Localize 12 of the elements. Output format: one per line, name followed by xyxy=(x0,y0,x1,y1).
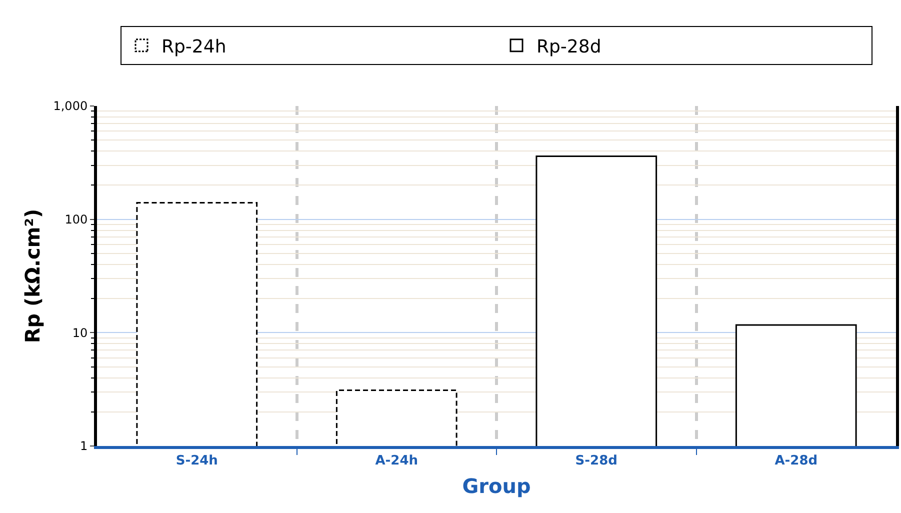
y-tick-label: 1 xyxy=(80,439,88,454)
y-tick-label: 10 xyxy=(72,326,88,340)
x-tick-label: S-24h xyxy=(176,454,218,469)
x-tick-label: A-24h xyxy=(375,454,418,469)
legend-label: Rp-24h xyxy=(162,36,226,58)
y-tick-label: 100 xyxy=(64,212,88,227)
x-tick-label: S-28d xyxy=(575,454,618,469)
y-tick-label: 1,000 xyxy=(53,99,88,114)
x-axis-title: Group xyxy=(462,474,531,498)
y-axis-title: Rp (kΩ.cm²) xyxy=(20,208,45,344)
legend-label: Rp-28d xyxy=(536,36,602,58)
x-tick-label: A-28d xyxy=(774,454,818,469)
